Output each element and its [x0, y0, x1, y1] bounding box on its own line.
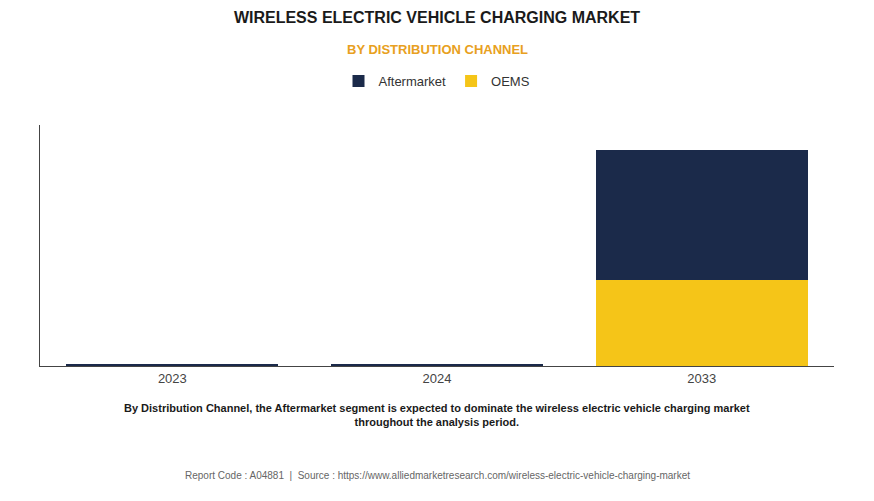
svg-text:Report Code : A04881 | Sourc: Report Code : A04881 | Source : https://… — [185, 470, 690, 481]
svg-text:OEMS: OEMS — [491, 74, 530, 89]
svg-text:2023: 2023 — [158, 371, 187, 386]
svg-text:BY DISTRIBUTION CHANNEL: BY DISTRIBUTION CHANNEL — [347, 42, 528, 57]
svg-text:By Distribution Channel, the A: By Distribution Channel, the Aftermarket… — [124, 402, 750, 428]
svg-text:2033: 2033 — [687, 371, 716, 386]
svg-text:2024: 2024 — [423, 371, 452, 386]
svg-text:WIRELESS ELECTRIC VEHICLE CHAR: WIRELESS ELECTRIC VEHICLE CHARGING MARKE… — [234, 9, 640, 26]
svg-text:Aftermarket: Aftermarket — [379, 74, 447, 89]
